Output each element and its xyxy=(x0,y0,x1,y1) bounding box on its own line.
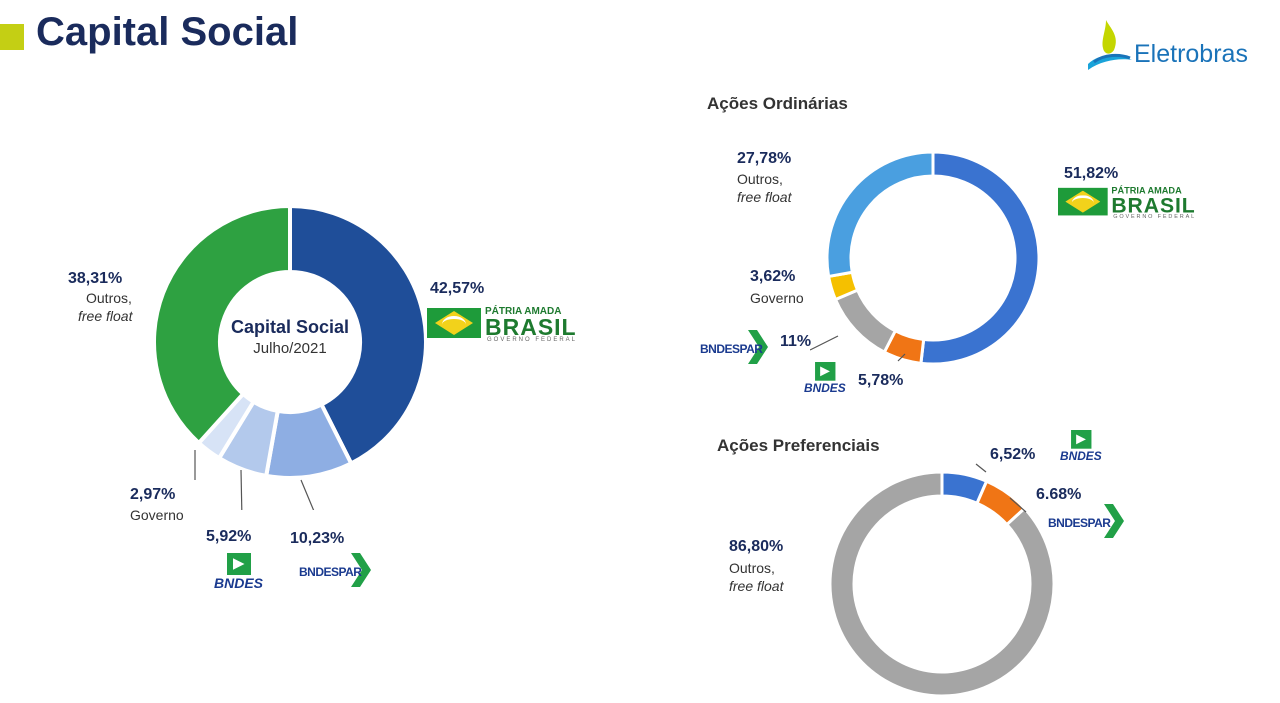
bndespar-logo: BNDESPAR xyxy=(299,553,371,587)
donut-center-title: Capital Social xyxy=(230,317,350,337)
data-label-name: Outros, xyxy=(86,290,132,306)
bndes-logo: BNDES xyxy=(1060,430,1102,462)
acoes-ordinarias-donut-chart xyxy=(810,150,1041,366)
acoes-ordinarias-title: Ações Ordinárias xyxy=(707,94,848,113)
data-label-pct: 5,78% xyxy=(858,372,904,389)
data-label-pct: 2,97% xyxy=(130,486,176,503)
data-label-pct: 3,62% xyxy=(750,268,796,285)
data-label-pct: 10,23% xyxy=(290,530,345,547)
brasil-logo-line3: GOVERNO FEDERAL xyxy=(1113,214,1197,221)
data-label-pct: 5,92% xyxy=(206,528,252,545)
data-label-name: Governo xyxy=(130,507,184,523)
bndes-logo-text: BNDES xyxy=(1060,448,1102,463)
donut-center-subtitle: Julho/2021 xyxy=(253,340,327,357)
donut-slice xyxy=(825,150,935,279)
bndes-mark-icon xyxy=(226,553,251,575)
capital-social-donut-chart xyxy=(152,203,428,510)
bndespar-logo-text: BNDESPAR xyxy=(299,565,362,579)
donut-slice xyxy=(152,203,292,446)
bndespar-logo: BNDESPAR xyxy=(700,330,768,364)
data-label-pct: 6.68% xyxy=(1036,486,1082,503)
leader-line xyxy=(810,335,839,351)
donut-slice xyxy=(833,288,898,355)
data-label-pct: 38,31% xyxy=(68,270,123,287)
bndespar-logo-text: BNDESPAR xyxy=(700,342,763,356)
data-label-pct: 27,78% xyxy=(737,150,792,167)
brasil-flag-icon xyxy=(1058,187,1108,216)
data-label-name: free float xyxy=(737,189,792,205)
acoes-preferenciais-donut-chart xyxy=(828,463,1056,698)
leader-line xyxy=(897,353,906,362)
data-label-name: free float xyxy=(78,308,133,324)
donut-slice xyxy=(919,150,1041,366)
donut-slice xyxy=(288,203,428,467)
bndes-logo: BNDES xyxy=(804,362,846,394)
brasil-logo-line2: BRASIL xyxy=(1111,193,1196,218)
bndes-logo: BNDES xyxy=(214,553,263,591)
brasil-logo-line1: PÁTRIA AMADA xyxy=(1111,186,1182,197)
bndes-mark-icon xyxy=(814,362,836,381)
acoes-preferenciais-title: Ações Preferenciais xyxy=(717,436,880,455)
data-label-name: Governo xyxy=(750,290,804,306)
data-label-pct: 42,57% xyxy=(430,280,485,297)
brasil-flag-icon xyxy=(427,308,481,338)
donut-slice xyxy=(828,470,1056,698)
page-title: Capital Social xyxy=(36,10,299,54)
data-label-pct: 51,82% xyxy=(1064,165,1119,182)
data-label-pct: 11% xyxy=(780,333,812,350)
bndes-mark-icon xyxy=(1070,430,1092,449)
bndes-logo-text: BNDES xyxy=(214,575,264,591)
leader-line xyxy=(1009,497,1027,513)
bndespar-logo-text: BNDESPAR xyxy=(1048,516,1111,530)
data-label-name: Outros, xyxy=(729,560,775,576)
leader-line xyxy=(975,463,987,473)
brasil-logo-line1: PÁTRIA AMADA xyxy=(485,306,562,317)
brasil-logo-line2: BRASIL xyxy=(485,314,577,340)
data-label-pct: 6,52% xyxy=(990,446,1036,463)
data-label-name: Outros, xyxy=(737,171,783,187)
title-accent-bar xyxy=(0,24,24,50)
eletrobras-logo-text: Eletrobras xyxy=(1134,40,1248,68)
brasil-logo-line3: GOVERNO FEDERAL xyxy=(487,337,578,343)
data-label-name: free float xyxy=(729,578,784,594)
eletrobras-logo-icon xyxy=(1088,20,1132,70)
leader-line xyxy=(240,469,243,510)
bndes-logo-text: BNDES xyxy=(804,380,846,395)
data-label-pct: 86,80% xyxy=(729,538,784,555)
bndespar-logo: BNDESPAR xyxy=(1048,504,1124,538)
leader-line xyxy=(300,479,315,510)
